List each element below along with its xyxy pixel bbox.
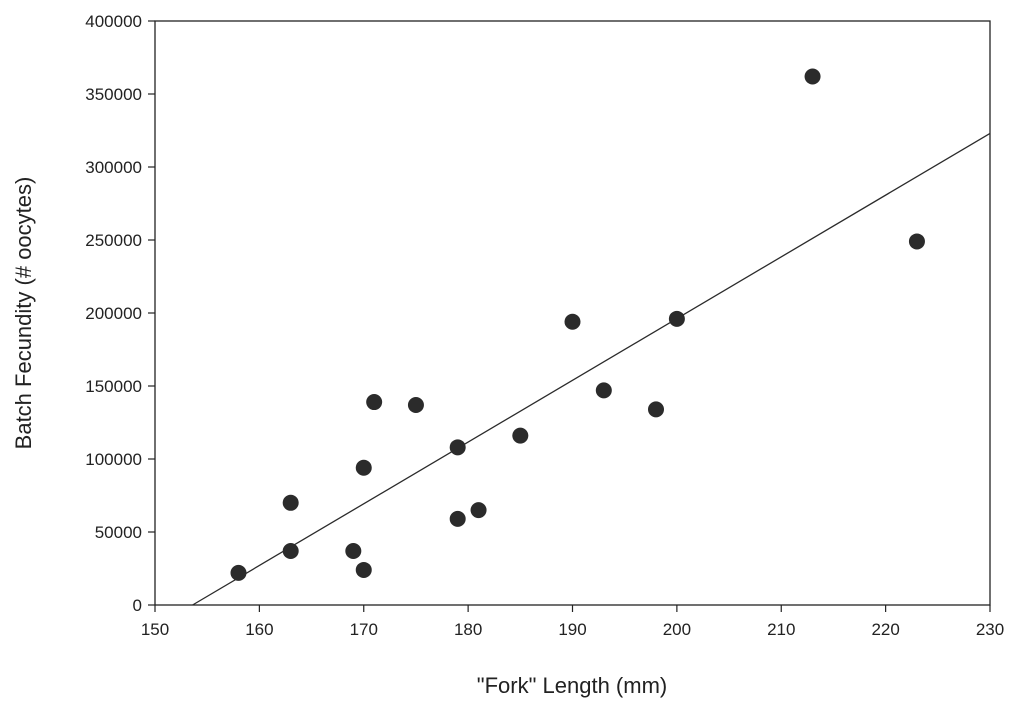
x-tick-label: 200: [663, 620, 691, 639]
data-point: [648, 401, 664, 418]
y-tick-label: 200000: [85, 304, 142, 323]
regression-line-group: [192, 132, 991, 606]
y-tick-label: 250000: [85, 231, 142, 250]
data-point: [449, 510, 466, 527]
data-point: [595, 382, 612, 399]
x-tick-label: 220: [871, 620, 899, 639]
x-tick-label: 170: [350, 620, 378, 639]
x-tick-label: 150: [141, 620, 169, 639]
data-point: [282, 542, 299, 559]
data-point: [470, 502, 487, 519]
data-point: [407, 396, 424, 413]
y-tick-label: 350000: [85, 85, 142, 104]
data-points: [230, 68, 925, 581]
y-axis-ticks: 0 50000 100000 150000 200000 250000 300000 3500…: [85, 12, 155, 615]
plot-frame: [154, 20, 991, 606]
data-point: [282, 494, 299, 511]
data-point: [804, 68, 821, 85]
data-point: [355, 561, 372, 578]
x-axis-ticks: 150 160 170 180 190 200 210 220 230: [141, 605, 1004, 639]
y-tick-label: 300000: [85, 158, 142, 177]
y-tick-label: 100000: [85, 450, 142, 469]
x-tick-label: 230: [976, 620, 1004, 639]
y-tick-label: 150000: [85, 377, 142, 396]
y-tick-label: 0: [133, 596, 142, 615]
x-axis-title: "Fork" Length (mm): [477, 673, 667, 698]
regression-line: [192, 132, 991, 606]
data-point: [449, 439, 466, 456]
data-point: [355, 459, 372, 476]
x-tick-label: 190: [558, 620, 586, 639]
y-axis-title: Batch Fecundity (# oocytes): [11, 177, 36, 450]
x-tick-label: 210: [767, 620, 795, 639]
data-point: [366, 394, 383, 411]
data-point: [908, 233, 925, 250]
y-tick-label: 50000: [95, 523, 142, 542]
data-point: [230, 564, 247, 581]
data-point: [345, 542, 362, 559]
x-tick-label: 160: [245, 620, 273, 639]
data-point: [564, 313, 581, 330]
x-tick-label: 180: [454, 620, 482, 639]
data-point: [512, 427, 529, 444]
y-tick-label: 400000: [85, 12, 142, 31]
data-point: [668, 310, 685, 327]
